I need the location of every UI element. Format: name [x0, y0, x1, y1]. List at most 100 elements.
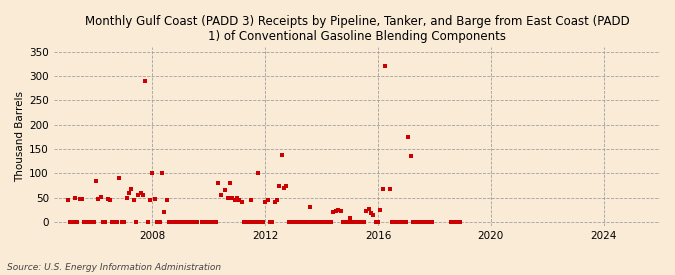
Point [65, 220, 76, 224]
Point [244, 220, 254, 224]
Point [352, 220, 362, 224]
Point [107, 220, 118, 224]
Point [88, 220, 99, 224]
Point [201, 220, 212, 224]
Point [230, 198, 240, 202]
Point [403, 135, 414, 139]
Y-axis label: Thousand Barrels: Thousand Barrels [15, 91, 25, 182]
Point [227, 196, 238, 200]
Point [377, 187, 388, 191]
Point [63, 198, 74, 202]
Point [206, 220, 217, 224]
Point [215, 193, 226, 197]
Point [307, 220, 318, 224]
Point [163, 220, 174, 224]
Point [279, 186, 290, 190]
Point [417, 220, 428, 224]
Point [68, 220, 78, 224]
Point [281, 183, 292, 188]
Point [135, 191, 146, 195]
Point [182, 220, 193, 224]
Point [253, 171, 264, 175]
Point [117, 220, 128, 224]
Point [255, 220, 266, 224]
Point [241, 220, 252, 224]
Point [356, 220, 367, 224]
Point [225, 181, 236, 185]
Point [203, 220, 214, 224]
Point [455, 220, 466, 224]
Point [408, 220, 418, 224]
Point [412, 220, 423, 224]
Point [272, 198, 283, 202]
Point [145, 198, 156, 202]
Point [222, 196, 233, 200]
Point [371, 220, 381, 224]
Point [154, 220, 165, 224]
Point [250, 220, 261, 224]
Point [258, 220, 269, 224]
Point [166, 220, 177, 224]
Point [424, 220, 435, 224]
Point [446, 220, 456, 224]
Point [401, 220, 412, 224]
Point [385, 187, 396, 191]
Point [236, 199, 247, 204]
Point [338, 220, 348, 224]
Text: Source: U.S. Energy Information Administration: Source: U.S. Energy Information Administ… [7, 263, 221, 272]
Point [138, 192, 148, 197]
Point [100, 220, 111, 224]
Point [98, 220, 109, 224]
Point [288, 220, 299, 224]
Point [354, 220, 364, 224]
Point [363, 207, 374, 211]
Point [323, 220, 334, 224]
Point [267, 220, 277, 224]
Point [300, 220, 310, 224]
Point [298, 220, 308, 224]
Point [276, 153, 287, 157]
Point [198, 220, 209, 224]
Point [192, 220, 202, 224]
Point [293, 220, 304, 224]
Point [286, 220, 296, 224]
Point [76, 196, 87, 201]
Point [262, 198, 273, 202]
Point [121, 196, 132, 200]
Point [171, 220, 182, 224]
Point [232, 196, 242, 200]
Point [427, 220, 437, 224]
Point [269, 199, 280, 204]
Point [253, 220, 264, 224]
Point [142, 220, 153, 224]
Point [398, 220, 409, 224]
Point [84, 220, 95, 224]
Point [72, 220, 82, 224]
Point [131, 220, 142, 224]
Point [152, 220, 163, 224]
Point [220, 188, 231, 192]
Point [248, 220, 259, 224]
Point [450, 220, 461, 224]
Point [105, 198, 115, 202]
Point [361, 209, 372, 213]
Point [265, 220, 275, 224]
Point [79, 220, 90, 224]
Point [358, 220, 369, 224]
Point [389, 220, 400, 224]
Point [159, 210, 169, 214]
Point [375, 208, 385, 212]
Point [368, 213, 379, 217]
Point [211, 220, 221, 224]
Point [103, 196, 113, 201]
Point [176, 220, 186, 224]
Point [349, 220, 360, 224]
Point [124, 191, 134, 195]
Point [93, 197, 104, 201]
Point [319, 220, 329, 224]
Point [330, 209, 341, 213]
Point [295, 220, 306, 224]
Point [373, 220, 383, 224]
Point [340, 220, 350, 224]
Point [333, 208, 344, 212]
